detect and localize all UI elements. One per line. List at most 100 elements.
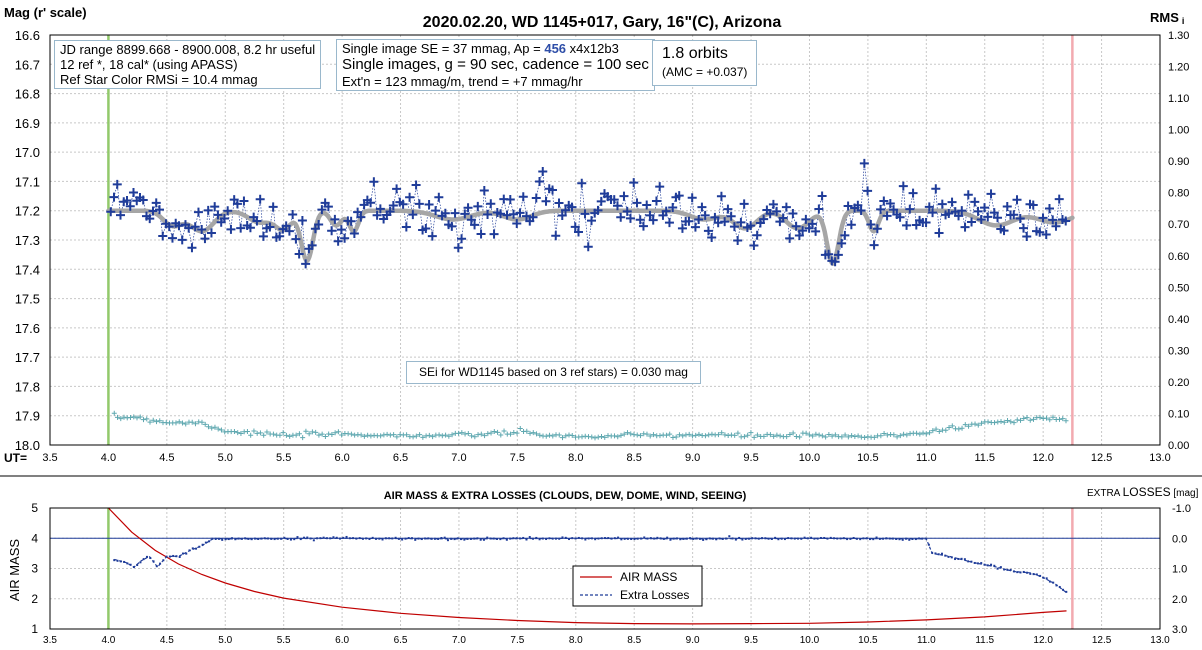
extra-losses-point	[289, 538, 292, 541]
rms-point	[303, 428, 309, 434]
data-point	[1012, 195, 1022, 205]
rms-point	[715, 432, 721, 438]
data-point	[577, 178, 587, 188]
extra-losses-point	[806, 537, 809, 540]
data-point	[980, 203, 990, 213]
rms-point	[319, 431, 325, 437]
data-point	[957, 206, 967, 216]
rms-point	[121, 414, 127, 420]
rms-point	[849, 433, 855, 439]
extra-losses-point	[996, 567, 999, 570]
rms-point	[173, 420, 179, 426]
extra-losses-point	[901, 538, 904, 541]
data-point	[1038, 213, 1048, 223]
lower-x-tick-label: 10.0	[800, 635, 820, 646]
data-point	[905, 204, 915, 214]
extra-losses-point	[859, 538, 862, 541]
data-point	[749, 240, 759, 250]
data-point	[570, 222, 580, 232]
extra-losses-point	[639, 537, 642, 540]
rms-point	[816, 432, 822, 438]
rms-point	[1047, 417, 1053, 423]
lower-y-tick-label: 2	[31, 592, 38, 606]
rms-point	[1005, 418, 1011, 424]
data-point	[421, 223, 431, 233]
upper-y-tick-label: 17.7	[15, 350, 40, 365]
data-point	[807, 219, 817, 229]
rms-point	[131, 414, 137, 420]
rms-point	[706, 432, 712, 438]
rms-point	[878, 433, 884, 439]
extra-losses-point	[427, 537, 430, 540]
extra-losses-point	[744, 537, 747, 540]
data-point	[970, 197, 980, 207]
extra-losses-point	[960, 557, 963, 560]
rms-point	[1063, 418, 1069, 424]
mag-label-small: [mag]	[1171, 488, 1199, 499]
rms-point	[810, 433, 816, 439]
data-point	[629, 178, 639, 188]
info-box-image: Single image SE = 37 mmag, Ap = 456 x4x1…	[336, 39, 655, 91]
data-point	[736, 217, 746, 227]
extra-losses-point	[967, 560, 970, 563]
extra-losses-point	[937, 553, 940, 556]
extra-losses-point	[891, 537, 894, 540]
data-point	[561, 205, 571, 215]
data-point	[297, 216, 307, 226]
upper-x-tick-label: 4.5	[159, 452, 174, 464]
data-point	[983, 212, 993, 222]
data-point	[853, 200, 863, 210]
extra-losses-point	[590, 537, 593, 540]
data-point	[398, 199, 408, 209]
rms-point	[439, 433, 445, 439]
data-point	[746, 221, 756, 231]
rms-point	[485, 431, 491, 437]
rms-point	[459, 430, 465, 436]
rms-point	[923, 431, 929, 437]
extra-losses-point	[123, 560, 126, 563]
rms-point	[628, 431, 634, 437]
extra-losses-point	[940, 552, 943, 555]
rms-point	[118, 416, 124, 422]
rms-point	[962, 422, 968, 428]
extra-losses-point	[309, 537, 312, 540]
rms-point	[202, 421, 208, 427]
extra-losses-point	[381, 538, 384, 541]
extra-losses-point	[165, 555, 168, 558]
rms-point	[134, 415, 140, 421]
data-point	[632, 198, 642, 208]
rms-point	[189, 419, 195, 425]
extra-losses-point	[113, 559, 116, 562]
extra-losses-point	[231, 537, 234, 540]
extra-losses-point	[283, 536, 286, 539]
extra-losses-point	[1012, 570, 1015, 573]
data-point	[889, 205, 899, 215]
data-point	[814, 204, 824, 214]
rms-point	[547, 432, 553, 438]
rms-point	[618, 432, 624, 438]
extra-losses-point	[954, 558, 957, 561]
rms-label: RMS	[1150, 10, 1179, 25]
rms-point	[391, 432, 397, 438]
upper-x-tick-label: 8.5	[627, 452, 642, 464]
rms-point	[894, 434, 900, 440]
rms-point	[790, 430, 796, 436]
rms-point	[914, 430, 920, 436]
lower-x-tick-label: 10.5	[858, 635, 878, 646]
lower-x-tick-label: 6.0	[335, 635, 349, 646]
rms-point	[683, 432, 689, 438]
rms-point	[283, 432, 289, 438]
rms-point	[676, 432, 682, 438]
data-point	[174, 221, 184, 231]
lower-plot-area	[50, 507, 1160, 629]
data-point	[1035, 227, 1045, 237]
rms-point	[420, 434, 426, 440]
rms-point	[650, 432, 656, 438]
data-point	[833, 250, 843, 260]
extra-losses-point	[116, 559, 119, 562]
extra-losses-point	[476, 537, 479, 540]
extra-losses-point	[319, 537, 322, 540]
lower-y-tick-label: 4	[31, 531, 38, 545]
rms-point	[560, 435, 566, 441]
rms-point	[920, 430, 926, 436]
